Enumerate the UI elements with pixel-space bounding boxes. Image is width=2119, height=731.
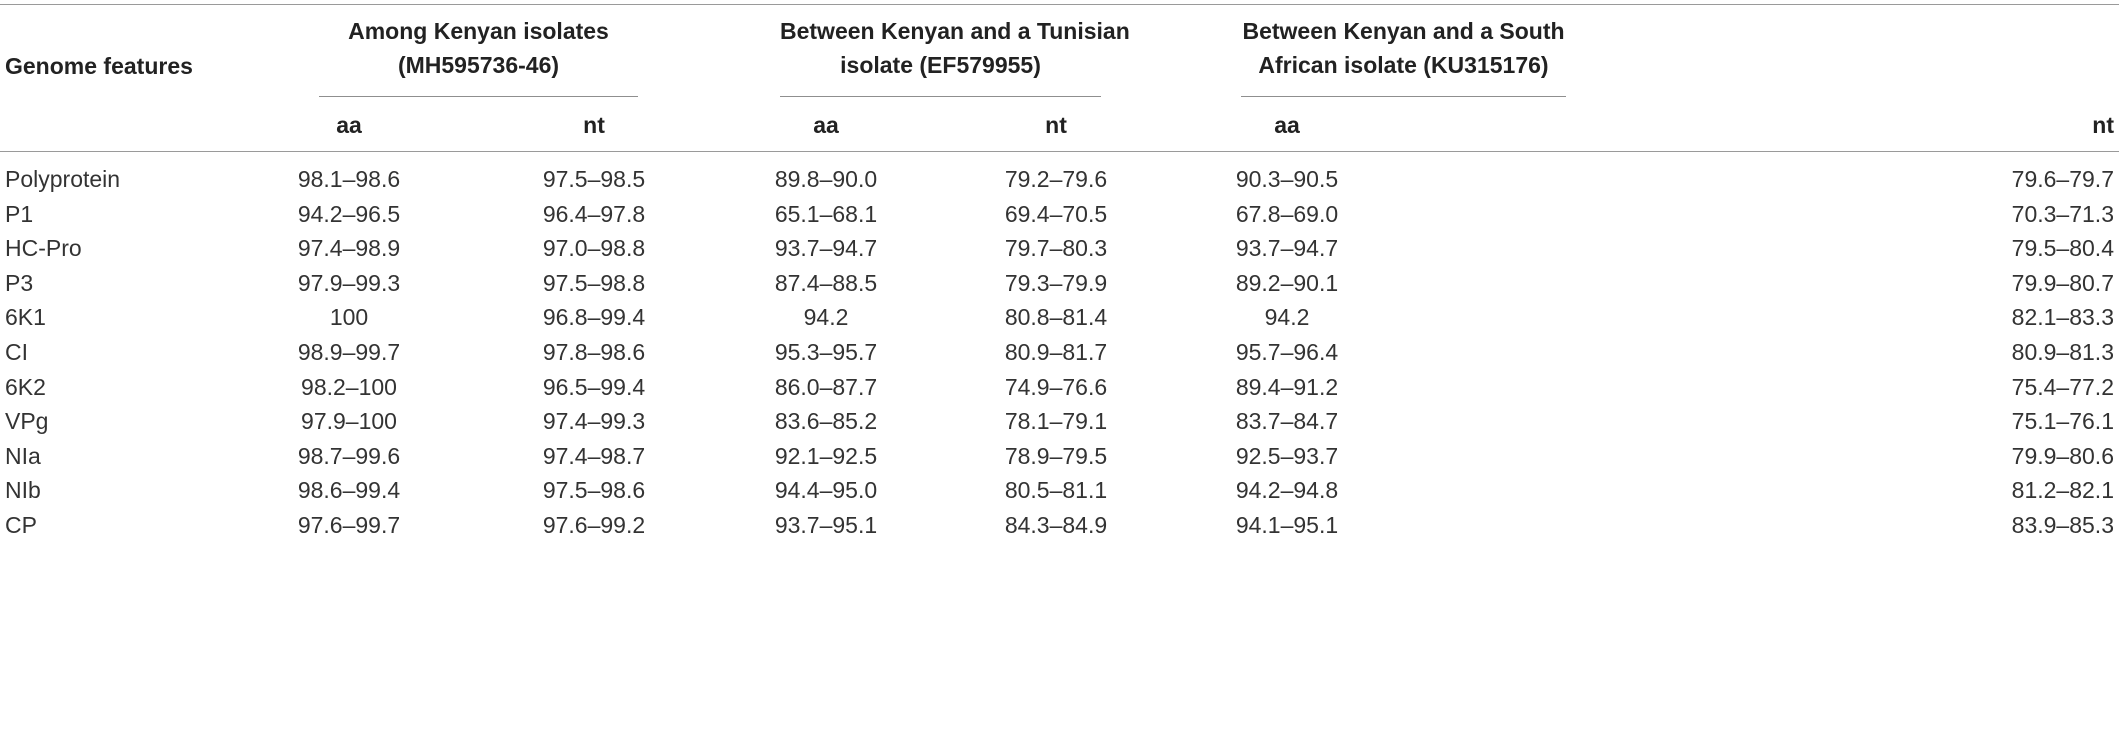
- subheader-nt-col-4: nt: [1045, 112, 1067, 138]
- subheader-aa-col-5: aa: [1274, 112, 1300, 138]
- group-header-kenyan-tunisian: Between Kenyan and a Tunisian isolate (E…: [780, 14, 1130, 82]
- cell-aa-col-5: 89.4–91.2: [1235, 374, 1339, 400]
- cell-nt-col-6: 79.9–80.6: [2011, 443, 2114, 469]
- cell-nt-col-4: 69.4–70.5: [1004, 201, 1108, 227]
- cell-aa-col-5: 94.1–95.1: [1235, 512, 1339, 538]
- cell-aa-col-1: 98.2–100: [301, 374, 397, 400]
- cell-aa-col-5: 67.8–69.0: [1235, 201, 1339, 227]
- cell-aa-col-3: 89.8–90.0: [774, 166, 878, 192]
- row-feature-label: P1: [5, 201, 34, 227]
- cell-nt-col-2: 96.4–97.8: [542, 201, 646, 227]
- cell-aa-col-1: 94.2–96.5: [297, 201, 401, 227]
- row-feature-label: Polyprotein: [5, 166, 121, 192]
- cell-nt-col-6: 82.1–83.3: [2011, 304, 2114, 330]
- group-header-line2: African isolate (KU315176): [1258, 52, 1549, 78]
- subheader-nt-col-6: nt: [2092, 112, 2114, 138]
- cell-aa-col-1: 97.4–98.9: [297, 235, 401, 261]
- cell-nt-col-4: 80.9–81.7: [1004, 339, 1108, 365]
- row-feature-label: NIa: [5, 443, 41, 469]
- subheader-aa-col-1: aa: [336, 112, 362, 138]
- cell-nt-col-6: 79.5–80.4: [2011, 235, 2114, 261]
- header-bottom-rule: [0, 151, 2119, 152]
- cell-nt-col-2: 96.8–99.4: [542, 304, 646, 330]
- cell-nt-col-2: 97.5–98.5: [542, 166, 646, 192]
- cell-nt-col-4: 79.7–80.3: [1004, 235, 1108, 261]
- cell-aa-col-1: 98.7–99.6: [297, 443, 401, 469]
- cell-aa-col-1: 100: [329, 304, 369, 330]
- cell-nt-col-2: 97.4–99.3: [542, 408, 646, 434]
- cell-aa-col-3: 93.7–95.1: [774, 512, 878, 538]
- cell-aa-col-5: 83.7–84.7: [1235, 408, 1339, 434]
- cell-aa-col-5: 89.2–90.1: [1235, 270, 1339, 296]
- cell-nt-col-2: 96.5–99.4: [542, 374, 646, 400]
- group-header-line2: isolate (EF579955): [840, 52, 1041, 78]
- genome-features-header: Genome features: [5, 53, 193, 79]
- cell-nt-col-6: 83.9–85.3: [2011, 512, 2114, 538]
- row-feature-label: 6K1: [5, 304, 46, 330]
- row-feature-label: 6K2: [5, 374, 46, 400]
- cell-nt-col-6: 75.4–77.2: [2011, 374, 2114, 400]
- cell-aa-col-3: 94.4–95.0: [774, 477, 878, 503]
- row-feature-label: VPg: [5, 408, 49, 434]
- group-underline-among-kenyan: [319, 96, 638, 97]
- cell-nt-col-6: 75.1–76.1: [2011, 408, 2114, 434]
- cell-nt-col-2: 97.4–98.7: [542, 443, 646, 469]
- cell-nt-col-6: 79.9–80.7: [2011, 270, 2114, 296]
- cell-aa-col-1: 97.9–100: [301, 408, 397, 434]
- cell-nt-col-4: 79.3–79.9: [1004, 270, 1108, 296]
- cell-aa-col-3: 92.1–92.5: [774, 443, 878, 469]
- cell-nt-col-2: 97.5–98.6: [542, 477, 646, 503]
- cell-nt-col-6: 80.9–81.3: [2011, 339, 2114, 365]
- cell-nt-col-4: 80.5–81.1: [1004, 477, 1108, 503]
- group-underline-kenyan-tunisian: [780, 96, 1101, 97]
- cell-nt-col-4: 74.9–76.6: [1004, 374, 1108, 400]
- cell-aa-col-3: 93.7–94.7: [774, 235, 878, 261]
- row-feature-label: P3: [5, 270, 34, 296]
- cell-nt-col-2: 97.5–98.8: [542, 270, 646, 296]
- cell-aa-col-5: 94.2: [1264, 304, 1310, 330]
- group-header-line2: (MH595736-46): [397, 52, 560, 78]
- table-top-rule: [0, 4, 2119, 5]
- group-header-line1: Between Kenyan and a Tunisian: [780, 18, 1130, 44]
- cell-aa-col-5: 94.2–94.8: [1235, 477, 1339, 503]
- cell-nt-col-2: 97.8–98.6: [542, 339, 646, 365]
- group-header-kenyan-south-african: Between Kenyan and a South African isola…: [1241, 14, 1566, 82]
- cell-aa-col-1: 97.6–99.7: [297, 512, 401, 538]
- cell-nt-col-2: 97.6–99.2: [542, 512, 646, 538]
- row-feature-label: HC-Pro: [5, 235, 82, 261]
- subheader-aa-col-3: aa: [813, 112, 839, 138]
- subheader-nt-col-2: nt: [583, 112, 605, 138]
- cell-aa-col-3: 87.4–88.5: [774, 270, 878, 296]
- cell-nt-col-4: 78.9–79.5: [1004, 443, 1108, 469]
- row-feature-label: CI: [5, 339, 28, 365]
- group-header-among-kenyan: Among Kenyan isolates (MH595736-46): [319, 14, 638, 82]
- cell-nt-col-4: 78.1–79.1: [1004, 408, 1108, 434]
- cell-nt-col-6: 70.3–71.3: [2011, 201, 2114, 227]
- group-header-line1: Between Kenyan and a South: [1242, 18, 1565, 44]
- cell-nt-col-4: 80.8–81.4: [1004, 304, 1108, 330]
- group-header-line1: Among Kenyan isolates: [348, 18, 609, 44]
- cell-nt-col-4: 79.2–79.6: [1004, 166, 1108, 192]
- cell-aa-col-1: 98.1–98.6: [297, 166, 401, 192]
- cell-nt-col-6: 79.6–79.7: [2011, 166, 2114, 192]
- cell-aa-col-5: 95.7–96.4: [1235, 339, 1339, 365]
- cell-aa-col-1: 98.6–99.4: [297, 477, 401, 503]
- cell-aa-col-3: 86.0–87.7: [774, 374, 878, 400]
- row-feature-label: NIb: [5, 477, 41, 503]
- cell-nt-col-6: 81.2–82.1: [2011, 477, 2114, 503]
- cell-aa-col-5: 90.3–90.5: [1235, 166, 1339, 192]
- group-underline-kenyan-south-african: [1241, 96, 1566, 97]
- cell-nt-col-2: 97.0–98.8: [542, 235, 646, 261]
- cell-aa-col-3: 65.1–68.1: [774, 201, 878, 227]
- cell-aa-col-3: 94.2: [803, 304, 849, 330]
- row-feature-label: CP: [5, 512, 37, 538]
- cell-nt-col-4: 84.3–84.9: [1004, 512, 1108, 538]
- cell-aa-col-1: 98.9–99.7: [297, 339, 401, 365]
- cell-aa-col-1: 97.9–99.3: [297, 270, 401, 296]
- cell-aa-col-3: 95.3–95.7: [774, 339, 878, 365]
- cell-aa-col-5: 93.7–94.7: [1235, 235, 1339, 261]
- cell-aa-col-5: 92.5–93.7: [1235, 443, 1339, 469]
- cell-aa-col-3: 83.6–85.2: [774, 408, 878, 434]
